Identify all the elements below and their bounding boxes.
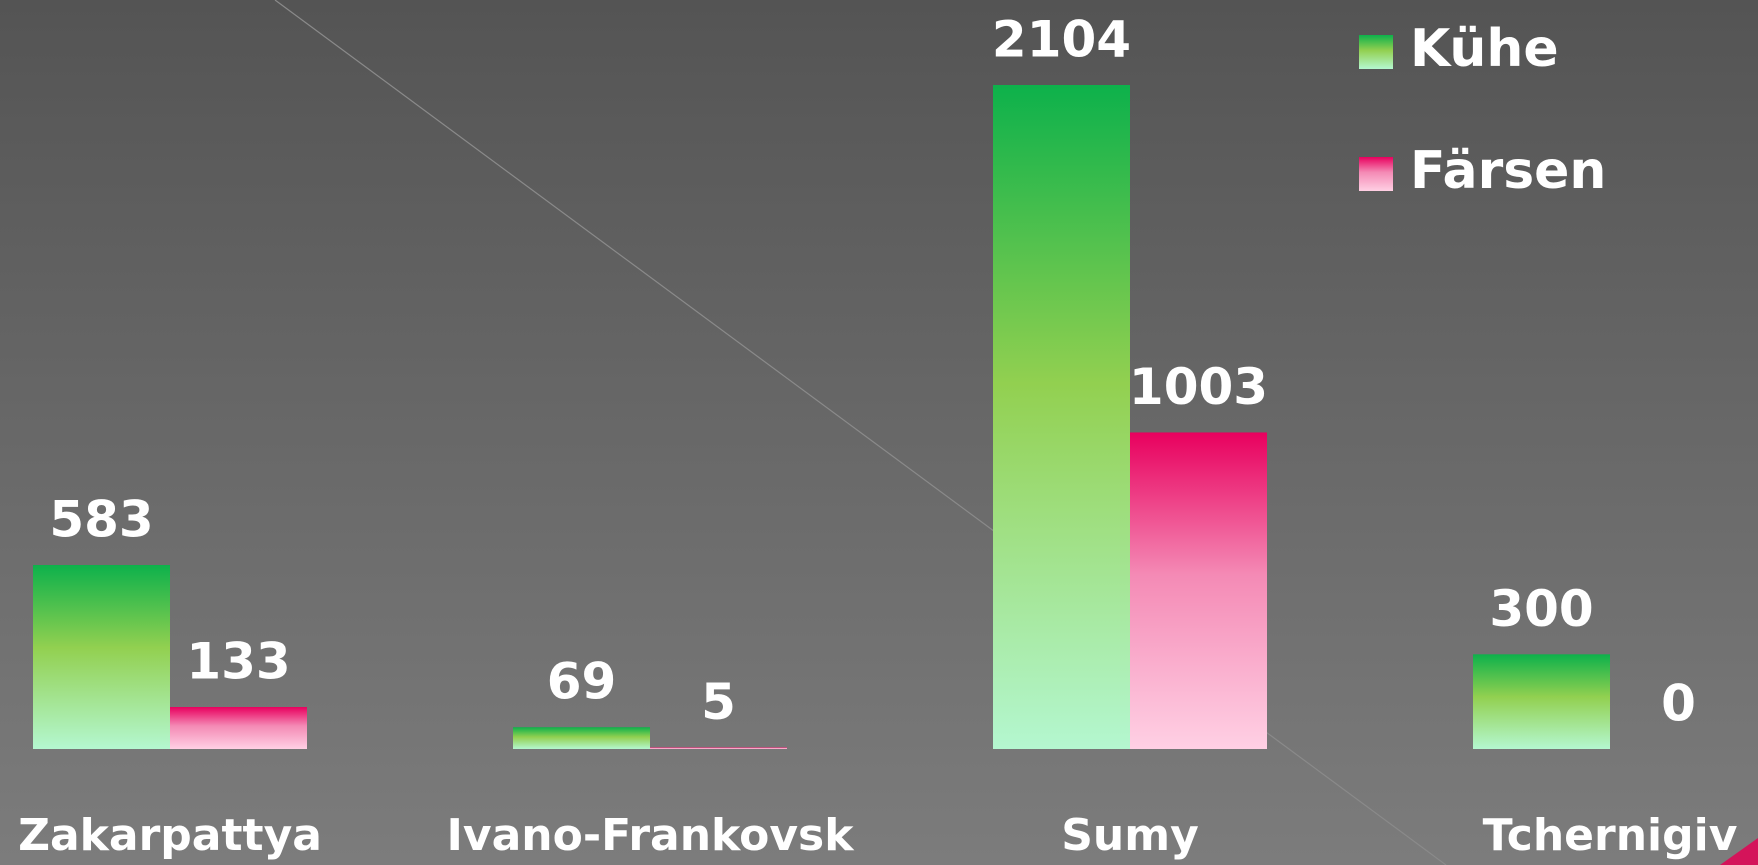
data-label: 300 [1489,580,1593,638]
data-label: 5 [701,673,736,731]
data-label: 1003 [1129,358,1268,416]
bar [170,707,307,749]
x-tick-label: Sumy [1061,810,1199,861]
bar [33,565,170,749]
data-label: 0 [1661,675,1696,733]
legend-label: Färsen [1410,141,1606,201]
decor-corner [1720,838,1758,865]
bar [1130,432,1267,749]
bar [650,747,787,749]
legend-swatch [1359,35,1393,69]
data-label: 583 [49,491,153,549]
bar [513,727,650,749]
x-tick-label: Ivano-Frankovsk [447,810,856,861]
bar [1473,654,1610,749]
data-label: 2104 [992,11,1131,69]
bar [993,85,1130,749]
legend-swatch [1359,157,1393,191]
x-tick-label: Tchernigiv [1483,810,1738,861]
x-tick-label: Zakarpattya [18,810,322,861]
data-label: 69 [547,653,617,711]
legend-label: Kühe [1410,19,1559,79]
data-label: 133 [186,633,290,691]
